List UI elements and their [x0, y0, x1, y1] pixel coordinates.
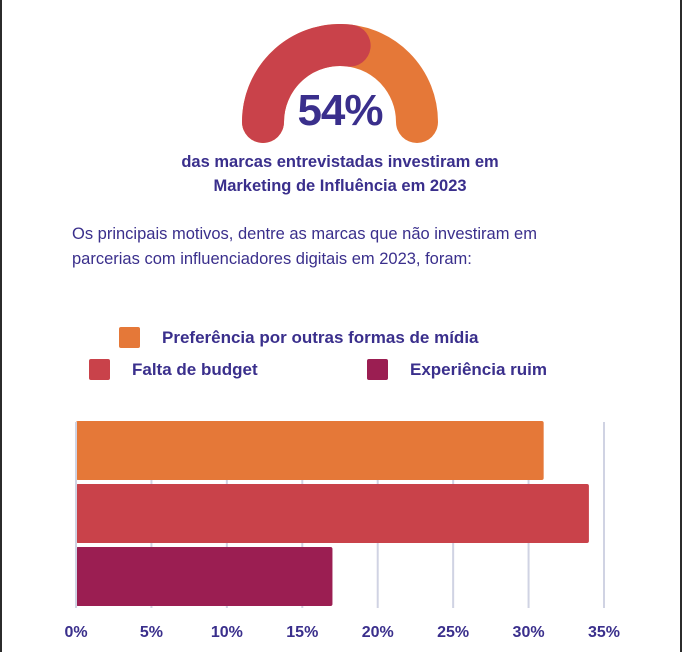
legend-swatch-purple [367, 359, 388, 380]
bar-2 [76, 484, 589, 543]
bar-chart: 0% 5% 10% 15% 20% 25% 30% 35% [64, 421, 620, 641]
legend-item-experiencia-ruim: Experiência ruim [367, 359, 547, 380]
x-axis-tick-labels: 0% 5% 10% 15% 20% 25% 30% 35% [64, 624, 620, 641]
intro-text: Os principais motivos, dentre as marcas … [72, 222, 632, 272]
x-tick-label: 30% [513, 624, 545, 641]
x-tick-label: 0% [64, 624, 87, 641]
bar-1 [76, 421, 544, 480]
bar-3 [76, 547, 333, 606]
bars [76, 421, 589, 606]
legend-label-preferencia: Preferência por outras formas de mídia [162, 327, 479, 347]
x-tick-label: 10% [211, 624, 243, 641]
legend-swatch-red [89, 359, 110, 380]
intro-line-1: Os principais motivos, dentre as marcas … [72, 225, 537, 243]
headline-caption-line-2: Marketing de Influência em 2023 [213, 177, 467, 195]
x-tick-label: 15% [286, 624, 318, 641]
x-tick-label: 5% [140, 624, 163, 641]
legend-item-falta-budget: Falta de budget [89, 359, 258, 380]
frame-left-border [0, 0, 2, 652]
intro-line-2: parcerias com influenciadores digitais e… [72, 250, 472, 268]
x-tick-label: 35% [588, 624, 620, 641]
headline-caption: das marcas entrevistadas investiram em M… [100, 150, 580, 198]
gauge-value-arc [242, 24, 371, 143]
legend-label-experiencia-ruim: Experiência ruim [410, 359, 548, 379]
legend-label-falta-budget: Falta de budget [132, 359, 258, 379]
headline-percentage: 54% [297, 86, 383, 135]
legend-item-preferencia: Preferência por outras formas de mídia [119, 327, 479, 348]
frame-right-border [680, 0, 682, 652]
x-tick-label: 25% [437, 624, 469, 641]
gauge-chart [242, 24, 438, 143]
x-tick-label: 20% [362, 624, 394, 641]
headline-caption-line-1: das marcas entrevistadas investiram em [181, 153, 499, 171]
legend-swatch-orange [119, 327, 140, 348]
